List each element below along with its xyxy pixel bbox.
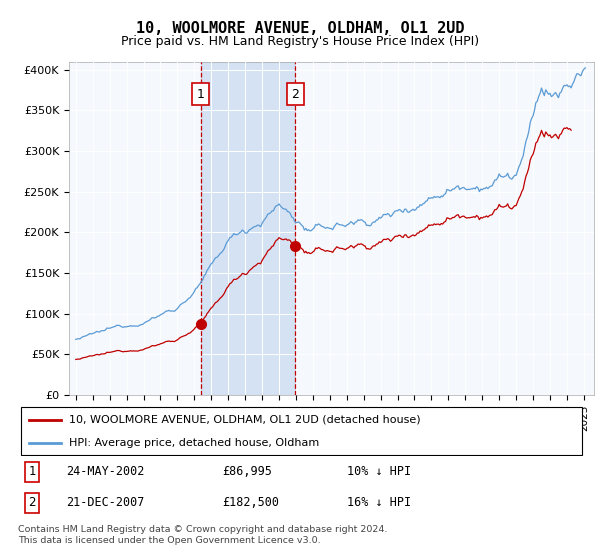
Text: 2: 2 <box>28 496 36 509</box>
Text: £86,995: £86,995 <box>222 465 272 478</box>
Text: 24-MAY-2002: 24-MAY-2002 <box>66 465 145 478</box>
Text: 1: 1 <box>28 465 36 478</box>
Text: 10, WOOLMORE AVENUE, OLDHAM, OL1 2UD (detached house): 10, WOOLMORE AVENUE, OLDHAM, OL1 2UD (de… <box>69 414 421 424</box>
Text: 10% ↓ HPI: 10% ↓ HPI <box>347 465 411 478</box>
Text: 10, WOOLMORE AVENUE, OLDHAM, OL1 2UD: 10, WOOLMORE AVENUE, OLDHAM, OL1 2UD <box>136 21 464 36</box>
Bar <box>200 62 295 395</box>
Text: Contains HM Land Registry data © Crown copyright and database right 2024.
This d: Contains HM Land Registry data © Crown c… <box>18 525 388 545</box>
Text: 1: 1 <box>197 87 205 101</box>
Text: 2: 2 <box>292 87 299 101</box>
Text: HPI: Average price, detached house, Oldham: HPI: Average price, detached house, Oldh… <box>69 438 319 448</box>
FancyBboxPatch shape <box>21 407 582 455</box>
Text: 16% ↓ HPI: 16% ↓ HPI <box>347 496 411 509</box>
Text: £182,500: £182,500 <box>222 496 279 509</box>
Text: Price paid vs. HM Land Registry's House Price Index (HPI): Price paid vs. HM Land Registry's House … <box>121 35 479 48</box>
Text: 21-DEC-2007: 21-DEC-2007 <box>66 496 145 509</box>
